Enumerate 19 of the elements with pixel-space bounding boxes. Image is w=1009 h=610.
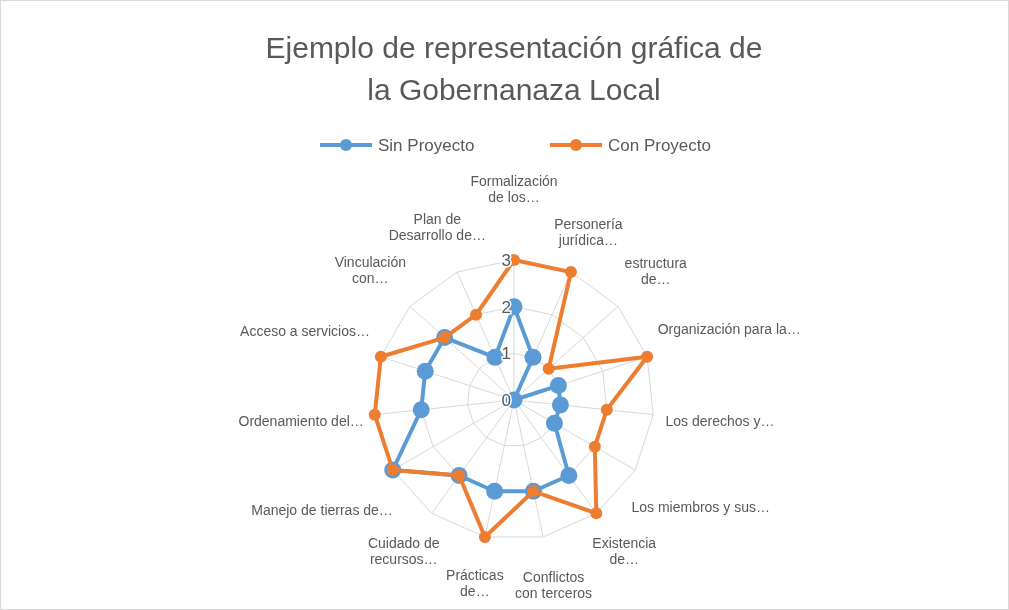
spoke-label: Personería jurídica… [554, 215, 623, 248]
y-tick-label: 1 [501, 344, 511, 364]
legend-label: Sin Proyecto [378, 136, 475, 155]
spoke-label: Cuidado de recursos… [367, 534, 440, 567]
spoke-label: Formalización de los… [470, 173, 558, 205]
spoke-label: Plan de Desarrollo de… [388, 210, 486, 243]
spoke-label: Manejo de tierras de… [251, 501, 393, 518]
spoke-label: Organización para la… [657, 321, 801, 338]
spoke-label: Existencia de… [592, 534, 657, 567]
spoke-label: Vinculación con… [334, 253, 407, 286]
spoke-label: Los derechos y… [665, 412, 775, 429]
spoke-label: estructura de… [624, 255, 688, 288]
legend-label: Con Proyecto [608, 136, 711, 155]
spoke-label: Los miembros y sus… [631, 498, 770, 515]
spoke-label: Ordenamiento del… [238, 413, 364, 430]
spoke-label: Acceso a servicios… [240, 323, 371, 340]
chart-title: Ejemplo de representación gráfica de la Gobernanaza Local [265, 31, 763, 106]
spoke-label: Prácticas de… [446, 567, 504, 600]
spoke-label: Conflictos con terceros [515, 569, 593, 602]
